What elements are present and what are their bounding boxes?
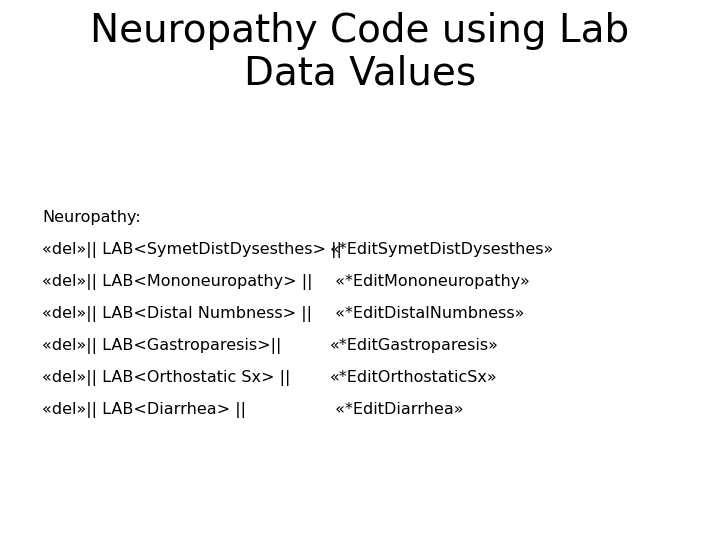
- Text: «del»|| LAB<Mononeuropathy> ||: «del»|| LAB<Mononeuropathy> ||: [42, 274, 312, 290]
- Text: «*EditOrthostaticSx»: «*EditOrthostaticSx»: [330, 370, 498, 385]
- Text: «del»|| LAB<Distal Numbness> ||: «del»|| LAB<Distal Numbness> ||: [42, 306, 312, 322]
- Text: «*EditDistalNumbness»: «*EditDistalNumbness»: [330, 306, 524, 321]
- Text: Neuropathy Code using Lab
Data Values: Neuropathy Code using Lab Data Values: [91, 12, 629, 92]
- Text: «*EditMononeuropathy»: «*EditMononeuropathy»: [330, 274, 530, 289]
- Text: «del»|| LAB<Orthostatic Sx> ||: «del»|| LAB<Orthostatic Sx> ||: [42, 370, 290, 386]
- Text: «del»|| LAB<Diarrhea> ||: «del»|| LAB<Diarrhea> ||: [42, 402, 246, 418]
- Text: Neuropathy:: Neuropathy:: [42, 210, 140, 225]
- Text: «*EditGastroparesis»: «*EditGastroparesis»: [330, 338, 499, 353]
- Text: «*EditSymetDistDysesthes»: «*EditSymetDistDysesthes»: [330, 242, 554, 257]
- Text: «del»|| LAB<SymetDistDysesthes> ||: «del»|| LAB<SymetDistDysesthes> ||: [42, 242, 342, 258]
- Text: «*EditDiarrhea»: «*EditDiarrhea»: [330, 402, 464, 417]
- Text: «del»|| LAB<Gastroparesis>||: «del»|| LAB<Gastroparesis>||: [42, 338, 282, 354]
